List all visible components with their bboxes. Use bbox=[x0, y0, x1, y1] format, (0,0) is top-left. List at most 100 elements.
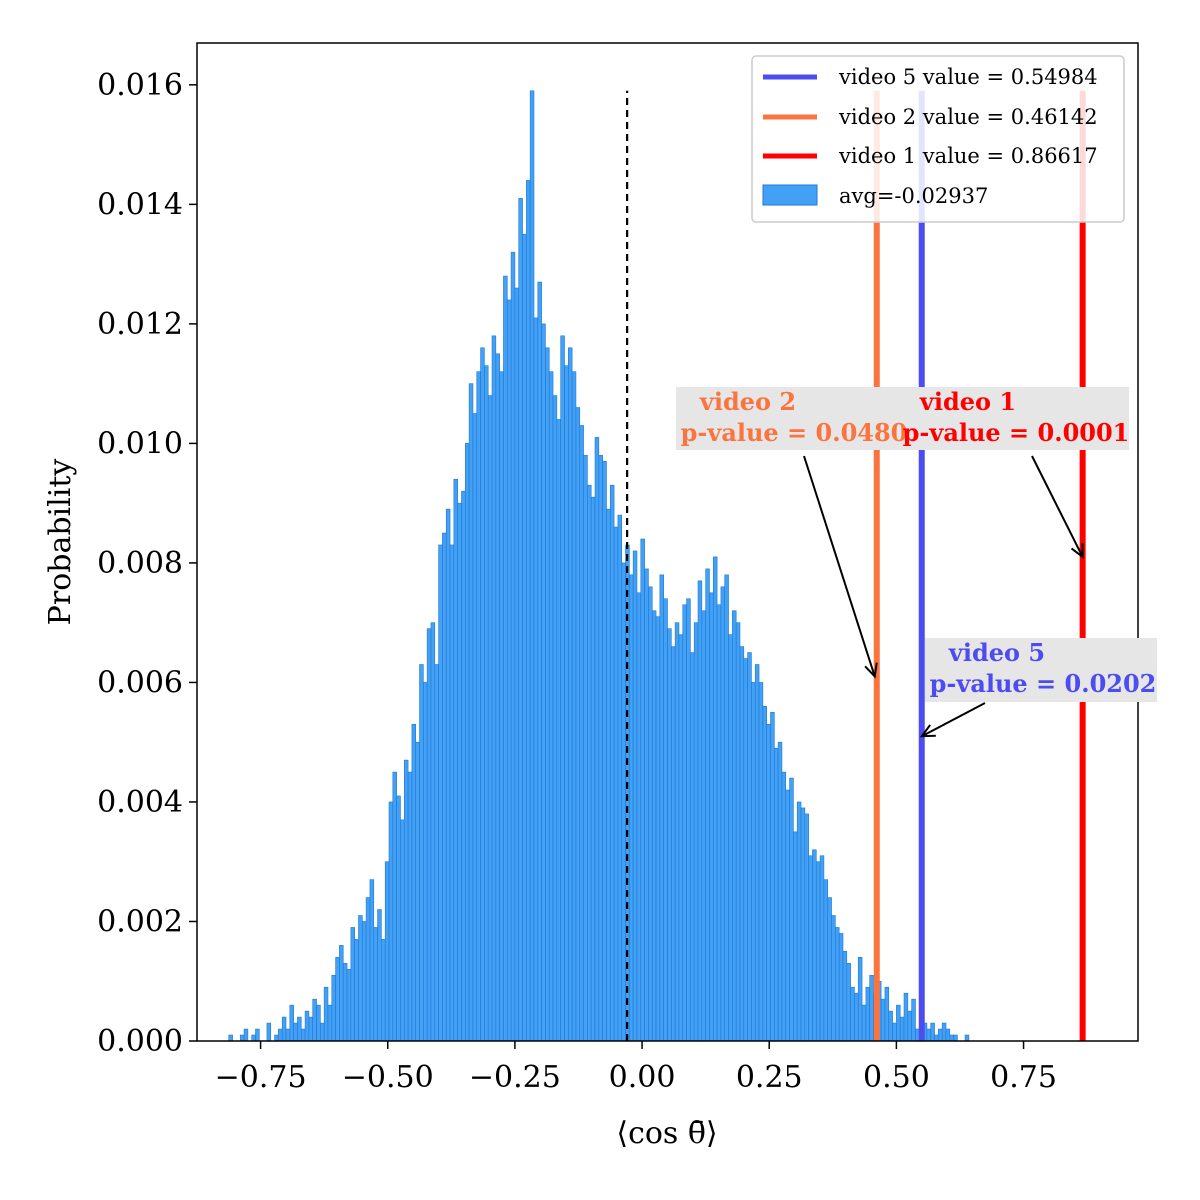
histogram-bar bbox=[964, 1034, 970, 1042]
histogram-bar bbox=[239, 1034, 245, 1042]
histogram-bar bbox=[255, 1028, 260, 1042]
histogram-bar bbox=[465, 443, 470, 1042]
histogram-bar bbox=[682, 604, 687, 1042]
histogram-bar bbox=[720, 586, 726, 1042]
histogram-bar bbox=[491, 335, 497, 1042]
histogram-bar bbox=[308, 1016, 314, 1042]
histogram-bar bbox=[728, 634, 733, 1042]
histogram-bar bbox=[934, 1034, 939, 1042]
reference-lines bbox=[626, 90, 1086, 1041]
histogram-bar bbox=[907, 1010, 912, 1042]
histogram-bar bbox=[861, 1004, 867, 1042]
histogram-bar bbox=[281, 1016, 287, 1042]
annotation-box-video-5 bbox=[925, 638, 1157, 702]
y-tick-label: 0.016 bbox=[97, 68, 183, 103]
histogram-bar bbox=[758, 682, 764, 1042]
histogram-bar bbox=[899, 1016, 905, 1042]
histogram-bar bbox=[743, 658, 748, 1042]
histogram-bar bbox=[804, 813, 809, 1042]
histogram-bar bbox=[373, 927, 378, 1042]
x-tick-label: 0.50 bbox=[863, 1060, 930, 1095]
y-tick-label: 0.014 bbox=[97, 187, 183, 222]
histogram-bar bbox=[392, 771, 397, 1042]
histogram-bar bbox=[724, 574, 729, 1042]
histogram-bar bbox=[327, 1004, 333, 1042]
y-axis-label: Probability bbox=[43, 459, 78, 626]
histogram-bar bbox=[697, 580, 703, 1042]
histogram-bar bbox=[613, 526, 619, 1042]
histogram-bar bbox=[789, 777, 794, 1042]
histogram-bar bbox=[823, 879, 829, 1042]
annotation-box-video-2 bbox=[676, 387, 908, 450]
histogram-bar bbox=[434, 664, 439, 1042]
annotation-video-1-pvalue: p-value = 0.0001 bbox=[903, 418, 1130, 447]
annotations: video 2 p-value = 0.0480 video 1 p-value… bbox=[676, 387, 1157, 738]
histogram-bar bbox=[835, 927, 840, 1042]
histogram-bar bbox=[793, 831, 798, 1042]
histogram-bar bbox=[285, 1028, 291, 1042]
histogram-bar bbox=[583, 455, 588, 1042]
histogram-bar bbox=[842, 951, 848, 1042]
histogram-bar bbox=[617, 514, 623, 1042]
histogram-bar bbox=[819, 855, 825, 1042]
histogram-bar bbox=[293, 1022, 298, 1042]
histogram-bar bbox=[693, 622, 699, 1042]
histogram-bar bbox=[701, 610, 706, 1042]
histogram-bar bbox=[243, 1028, 249, 1042]
legend: video 5 value = 0.54984 video 2 value = … bbox=[751, 55, 1125, 223]
histogram-bar bbox=[461, 490, 466, 1042]
legend-swatch-avg bbox=[762, 184, 818, 206]
histogram-bar bbox=[331, 974, 336, 1042]
histogram-bar bbox=[766, 723, 771, 1042]
histogram-bar bbox=[762, 706, 767, 1042]
histogram-bar bbox=[903, 992, 909, 1042]
x-tick-label: 0.25 bbox=[736, 1060, 803, 1095]
histogram-bar bbox=[705, 568, 710, 1042]
histogram-bar bbox=[575, 407, 581, 1042]
histogram-bar bbox=[880, 998, 886, 1042]
histogram-bar bbox=[442, 532, 447, 1042]
histogram-bar bbox=[419, 664, 424, 1042]
histogram-bar bbox=[815, 861, 821, 1042]
x-axis-ticks: −0.75 −0.50 −0.25 0.00 0.25 0.50 0.75 bbox=[215, 1041, 1057, 1095]
histogram-bar bbox=[941, 1022, 947, 1042]
x-tick-label: 0.00 bbox=[609, 1060, 676, 1095]
histogram-bar bbox=[556, 419, 561, 1042]
histogram-bar bbox=[369, 879, 375, 1042]
annotation-video-2-pvalue: p-value = 0.0480 bbox=[681, 418, 908, 447]
histogram-bar bbox=[949, 1034, 954, 1042]
histogram-bar bbox=[938, 1028, 943, 1042]
histogram-bar bbox=[266, 1022, 272, 1042]
histogram-bar bbox=[884, 986, 890, 1042]
histogram-bar bbox=[915, 1028, 920, 1042]
histogram-bar bbox=[289, 1004, 294, 1042]
histogram-bar bbox=[228, 1034, 233, 1042]
histogram-bar bbox=[495, 353, 500, 1042]
histogram-bar bbox=[445, 508, 451, 1042]
histogram-bar bbox=[640, 538, 645, 1042]
arrow-shaft bbox=[803, 455, 876, 677]
histogram-bar bbox=[274, 1034, 279, 1042]
histogram-bar bbox=[430, 622, 436, 1042]
arrow-shaft bbox=[1031, 455, 1084, 558]
histogram-bar bbox=[609, 484, 615, 1042]
histogram-bar bbox=[716, 604, 722, 1042]
histogram-bar bbox=[598, 455, 603, 1042]
histogram-bar bbox=[774, 747, 779, 1042]
histogram-bar bbox=[342, 963, 348, 1042]
histogram-bar bbox=[712, 556, 718, 1042]
legend-label-video-1: video 1 value = 0.86617 bbox=[838, 144, 1098, 168]
histogram-bar bbox=[526, 180, 531, 1042]
legend-frame bbox=[751, 55, 1125, 223]
histogram-bar bbox=[606, 508, 611, 1042]
y-axis-ticks: 0.000 0.002 0.004 0.006 0.008 0.010 0.012 0.014… bbox=[97, 68, 197, 1059]
histogram-bar bbox=[362, 921, 367, 1042]
histogram-bar bbox=[659, 574, 664, 1042]
histogram-bars bbox=[228, 90, 970, 1042]
y-tick-label: 0.002 bbox=[97, 904, 183, 939]
histogram-bar bbox=[407, 771, 413, 1042]
histogram-bar bbox=[747, 652, 752, 1042]
histogram-bar bbox=[438, 544, 443, 1042]
histogram-bar bbox=[678, 634, 684, 1042]
histogram-bar bbox=[667, 628, 672, 1042]
